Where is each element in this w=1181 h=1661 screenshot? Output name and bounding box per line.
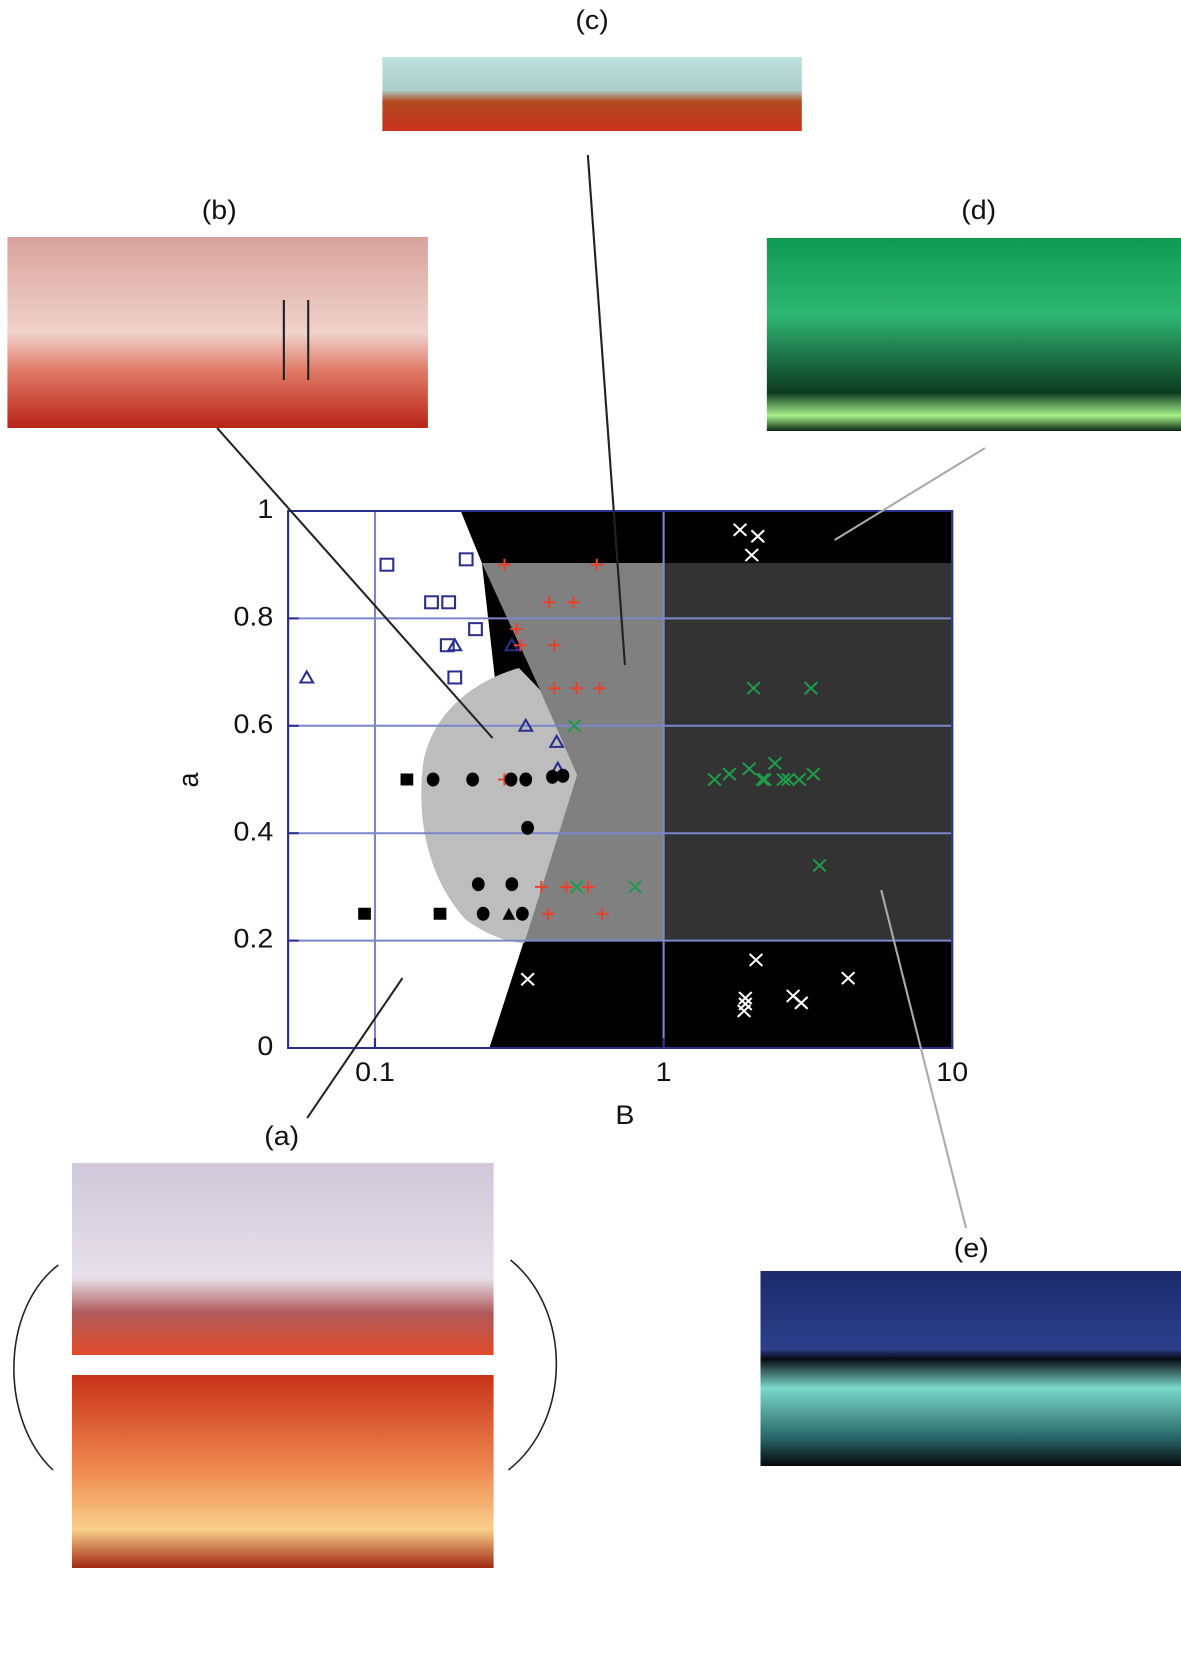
point — [504, 772, 518, 787]
point — [468, 622, 483, 637]
point — [534, 880, 548, 893]
point — [476, 906, 490, 921]
point — [750, 529, 765, 543]
region-gray — [481, 563, 665, 940]
point — [593, 682, 606, 695]
y-tick-label: 1 — [257, 494, 273, 524]
point — [742, 762, 757, 776]
point — [722, 767, 737, 781]
x-tick-label: 0.1 — [355, 1057, 395, 1087]
arrow — [586, 154, 626, 666]
point — [520, 972, 535, 986]
panel-label: (d) — [961, 195, 996, 225]
point — [358, 907, 371, 920]
point — [595, 907, 609, 920]
point — [547, 639, 561, 652]
arrow — [880, 889, 968, 1229]
point — [546, 769, 559, 784]
panel-label: (a) — [264, 1121, 299, 1151]
y-tick-label: 0.2 — [234, 923, 274, 953]
point — [441, 595, 457, 610]
photo-e — [760, 1271, 1181, 1466]
x-axis-label: B — [615, 1100, 634, 1130]
cycle-arrow — [13, 1264, 59, 1471]
point — [757, 772, 772, 787]
region-dark-gray — [664, 563, 953, 940]
point — [780, 772, 796, 787]
y-tick-label: 0.4 — [234, 816, 274, 846]
point — [841, 971, 856, 985]
arrow — [216, 427, 494, 739]
point — [519, 772, 533, 787]
point — [548, 733, 565, 748]
point — [400, 773, 414, 786]
point — [505, 877, 519, 892]
point — [466, 772, 480, 787]
point — [471, 877, 485, 892]
arrow — [306, 977, 404, 1119]
point — [794, 996, 809, 1010]
photo-a-top — [72, 1163, 494, 1355]
point — [298, 669, 315, 684]
point — [547, 682, 561, 695]
point — [521, 820, 534, 835]
point — [542, 596, 556, 609]
point — [792, 772, 807, 787]
photo-b — [7, 237, 428, 428]
panel-label: (b) — [202, 195, 237, 225]
point — [426, 772, 440, 787]
point — [379, 557, 395, 572]
plot-frame — [287, 510, 954, 1049]
point — [569, 880, 584, 894]
point — [433, 907, 447, 920]
point — [744, 548, 759, 562]
region-light-gray — [421, 668, 578, 943]
point — [806, 767, 821, 781]
point — [627, 880, 643, 894]
y-tick-label: 0.8 — [234, 601, 274, 631]
point — [567, 596, 580, 609]
point — [510, 623, 523, 636]
point — [446, 637, 463, 652]
point — [581, 880, 595, 893]
point — [447, 670, 463, 685]
point — [738, 991, 753, 1005]
arrow — [834, 447, 986, 541]
x-tick-label: 10 — [936, 1057, 968, 1087]
point — [424, 595, 439, 610]
point — [514, 639, 527, 652]
point — [458, 552, 474, 567]
point — [748, 953, 764, 967]
point — [567, 719, 582, 733]
point — [738, 997, 753, 1011]
point — [502, 907, 516, 920]
point — [556, 768, 570, 783]
point — [570, 682, 584, 695]
point — [515, 906, 529, 921]
photo-c — [382, 57, 802, 131]
photo-a-bottom — [72, 1375, 494, 1568]
point — [590, 558, 604, 571]
y-tick-label: 0.6 — [234, 709, 274, 739]
point — [767, 756, 782, 771]
x-tick-label: 1 — [656, 1057, 672, 1087]
point — [803, 681, 819, 695]
point — [517, 717, 534, 732]
point — [541, 907, 555, 920]
point — [732, 523, 748, 537]
y-axis-label: a — [172, 772, 204, 788]
point — [755, 772, 770, 787]
point — [746, 681, 761, 695]
cycle-arrow — [507, 1259, 558, 1471]
panel-label: (c) — [575, 5, 608, 35]
point — [812, 858, 827, 873]
y-tick-label: 0 — [257, 1031, 273, 1061]
point — [559, 880, 573, 893]
point — [498, 558, 511, 571]
point — [707, 772, 722, 787]
panel-label: (e) — [954, 1233, 989, 1263]
point — [776, 772, 791, 787]
photo-d — [766, 238, 1181, 431]
